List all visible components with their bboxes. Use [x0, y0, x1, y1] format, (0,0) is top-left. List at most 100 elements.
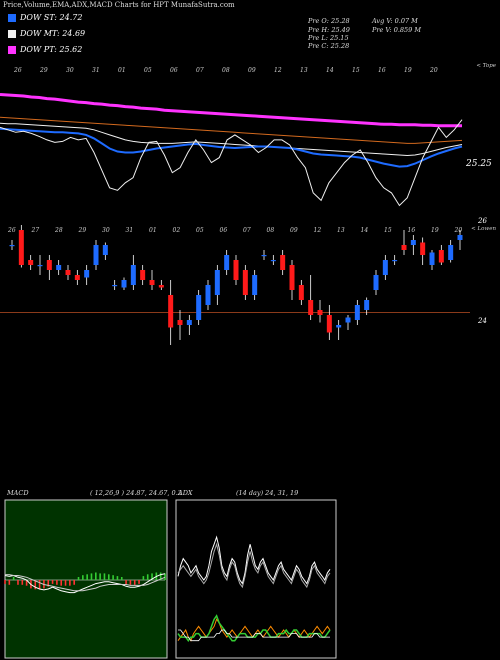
price-date-tick: 13: [337, 227, 345, 234]
price-date-tick: 19: [431, 227, 439, 234]
ema-date-tick: 31: [92, 67, 100, 74]
price-date-tick: 26: [7, 227, 16, 234]
macd-title-text: MACD: [7, 489, 29, 497]
candle-body: [121, 280, 127, 288]
adx-params: (14 day) 24, 31, 19: [236, 489, 299, 497]
ema-date-tick: 12: [274, 67, 282, 74]
price-right-label: < Lowen: [471, 226, 496, 232]
candle-body: [382, 260, 388, 275]
candle-body: [186, 320, 192, 325]
candle-body: [345, 317, 351, 323]
candle-body: [233, 260, 239, 280]
stat-pre-low: Pre L: 25.15: [308, 34, 349, 42]
candle-body: [270, 260, 276, 262]
candle-body: [252, 275, 258, 295]
legend-swatch-white: [8, 29, 16, 38]
legend-st: DOW ST: 24.72: [8, 13, 82, 22]
stat-pre-high: Pre H: 25.49: [308, 26, 350, 34]
ema-series-line: [0, 119, 463, 207]
legend-swatch-blue: [8, 13, 16, 22]
price-y-tick: 24: [477, 317, 487, 325]
candle-body: [46, 260, 52, 270]
price-date-tick: 31: [126, 227, 134, 234]
price-date-tick: 12: [314, 227, 322, 234]
stat-pre-volume: Pre V: 0.859 M: [372, 26, 422, 34]
price-date-tick: 16: [408, 227, 416, 234]
legend-pt-label: DOW PT: 25.62: [20, 45, 83, 54]
candle-body: [102, 245, 108, 255]
candle-body: [280, 255, 286, 270]
legend-swatch-magenta: [8, 45, 16, 54]
ema-chart: 26 29 30 31 01 05 06 07 08 09 12 13 14 15 16 19 20 < Tope…: [0, 63, 497, 207]
ema-date-tick: 15: [352, 67, 360, 74]
price-date-tick: 30: [102, 227, 110, 234]
ema-date-tick: 09: [248, 67, 256, 74]
candle-body: [298, 285, 304, 300]
ema-date-tick: 19: [404, 67, 412, 74]
candle-body: [112, 285, 118, 287]
macd-signal-line: [5, 574, 166, 592]
price-date-tick: 07: [243, 227, 251, 234]
legend-mt: DOW MT: 24.69: [8, 29, 85, 38]
ema-date-tick: 05: [144, 67, 152, 74]
candle-body: [196, 295, 202, 320]
ema-date-tick: 01: [118, 67, 126, 74]
price-date-tick: 15: [384, 227, 392, 234]
candle-body: [140, 270, 146, 280]
candle-body: [205, 285, 211, 305]
candle-body: [261, 255, 267, 257]
adx-minus-line: [178, 629, 330, 642]
candle-body: [401, 245, 407, 250]
candle-body: [326, 315, 332, 333]
ema-date-tick: 29: [39, 67, 48, 74]
candle-body: [224, 255, 230, 270]
ema-date-tick: 13: [300, 67, 308, 74]
macd-line: [4, 573, 166, 594]
ema-series-line: [0, 93, 462, 128]
candle-body: [130, 265, 136, 285]
candle-body: [168, 295, 174, 328]
price-date-tick: 08: [267, 227, 275, 234]
ema-date-tick: 26: [13, 67, 22, 74]
stat-pre-close: Pre C: 25.28: [308, 42, 350, 50]
ema-value-label: 25.25: [465, 159, 492, 169]
candle-body: [336, 325, 342, 328]
adx-dmi-line-2: [177, 542, 331, 589]
price-date-tick: 20: [454, 227, 463, 234]
candle-body: [9, 245, 15, 247]
ema-date-tick: 30: [66, 67, 74, 74]
candle-body: [18, 230, 24, 265]
ema-series-line: [0, 127, 463, 168]
candle-body: [65, 270, 71, 275]
adx-title: ADX: [178, 489, 193, 497]
candle-body: [410, 240, 416, 245]
candle-body: [214, 270, 220, 295]
price-date-tick: 29: [78, 227, 87, 234]
candle-body: [308, 300, 314, 315]
candle-body: [392, 260, 398, 262]
candle-body: [37, 265, 43, 267]
ema-date-tick: 16: [378, 67, 386, 74]
candle-body: [457, 235, 463, 240]
price-date-tick: 28: [54, 227, 63, 234]
macd-background: [4, 499, 168, 659]
stat-avg-volume: Avg V: 0.07 M: [372, 17, 418, 25]
candle-body: [354, 305, 360, 320]
candle-body: [84, 270, 90, 278]
ema-date-tick: 20: [429, 67, 438, 74]
candle-body: [429, 252, 435, 265]
candle-body: [242, 270, 248, 295]
macd-params: ( 12,26,9 ) 24.87, 24.67, 0.2: [90, 489, 182, 497]
candle-body: [373, 275, 379, 290]
candle-body: [74, 275, 80, 280]
price-date-tick: 14: [361, 227, 369, 234]
candle-body: [317, 310, 323, 315]
candle-body: [56, 265, 62, 270]
price-date-tick: 27: [31, 227, 40, 234]
ema-date-tick: 08: [222, 67, 230, 74]
legend-st-label: DOW ST: 24.72: [20, 13, 83, 22]
macd-title: MACD: [7, 489, 29, 497]
legend-mt-label: DOW MT: 24.69: [20, 29, 86, 38]
price-chart: 26 27 28 29 30 31 01 02 05 06 07 08 09 12 13 14 15 16 19 20…: [0, 217, 496, 345]
